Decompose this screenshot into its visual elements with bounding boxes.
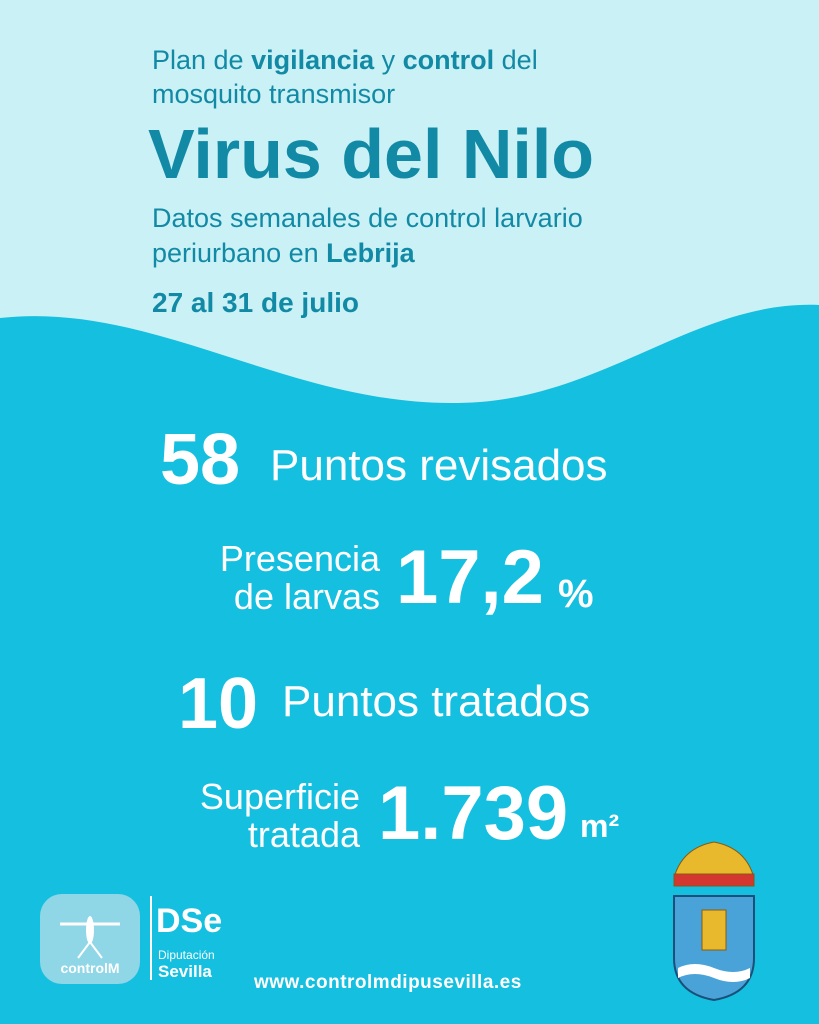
controlm-logo — [40, 894, 140, 984]
coat-of-arms — [673, 841, 755, 1002]
text: Superficie — [199, 776, 360, 817]
text: Plan de — [152, 45, 252, 75]
stat-label: Puntos tratados — [282, 677, 591, 726]
icon — [77, 941, 91, 959]
logo-mark: DSe — [156, 902, 223, 940]
logo-text: Diputación — [158, 948, 215, 962]
stat-label: Presencia de larvas — [180, 540, 380, 616]
text: del — [494, 45, 538, 75]
stat-unit: % — [558, 572, 594, 616]
stat-label: Puntos revisados — [270, 441, 608, 490]
dates: 27 al 31 de julio — [152, 287, 359, 318]
title: Virus del Nilo — [148, 115, 595, 193]
icon — [89, 941, 103, 959]
website-url: www.controlmdipusevilla.es — [254, 972, 522, 993]
text-bold: vigilancia — [251, 45, 375, 75]
intro-line: Plan de vigilancia y control del — [152, 44, 538, 76]
waves — [678, 964, 750, 982]
text-bold: Lebrija — [326, 238, 415, 268]
text: tratada — [247, 814, 360, 855]
stat-number: 1.739 — [378, 771, 569, 856]
wave — [0, 304, 819, 1024]
text: Presencia — [219, 538, 380, 579]
text: de larvas — [233, 576, 380, 617]
stat-label: Superficie tratada — [150, 778, 360, 854]
intro-line: mosquito transmisor — [152, 79, 396, 109]
stat-number: 58 — [160, 420, 241, 500]
icon — [86, 916, 94, 944]
stat-number: 10 — [178, 664, 259, 744]
crown — [673, 841, 755, 879]
subtitle: Datos semanales de control larvario — [152, 203, 583, 233]
logo-text: Sevilla — [158, 962, 212, 981]
crown-band — [673, 873, 755, 887]
text: y — [374, 45, 403, 75]
text-bold: control — [402, 45, 495, 75]
stat-number: 17,2 — [396, 535, 544, 620]
logo-text: controlM — [60, 960, 120, 976]
subtitle: periurbano en Lebrija — [152, 237, 415, 269]
stat-unit: m² — [580, 808, 620, 844]
divider — [150, 896, 152, 980]
tower — [701, 909, 727, 951]
text: periurbano en — [152, 238, 327, 268]
